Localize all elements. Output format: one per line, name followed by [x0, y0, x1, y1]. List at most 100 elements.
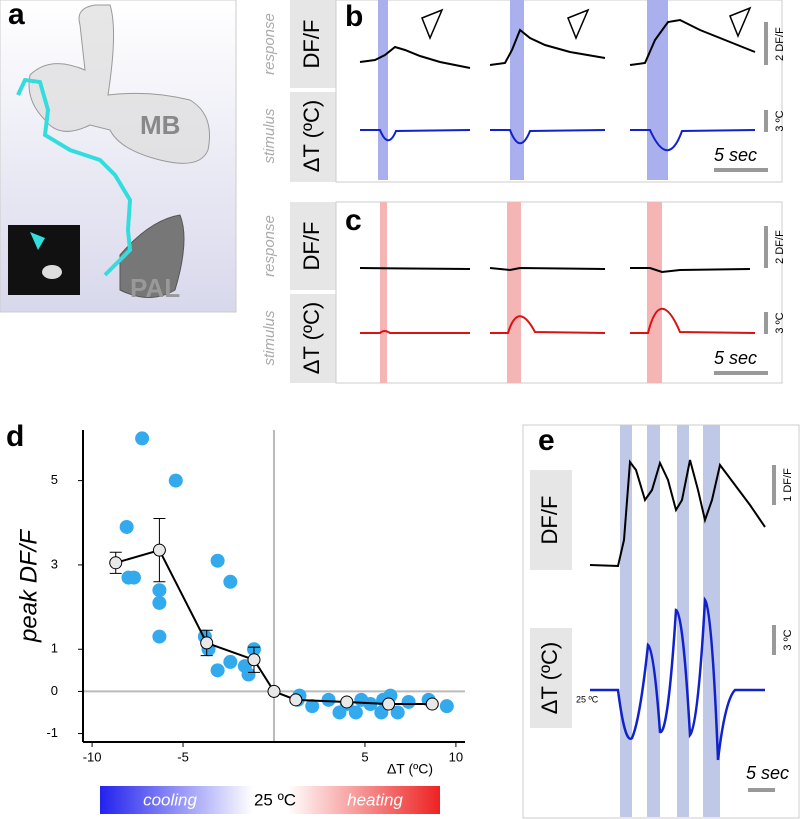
label-box — [530, 628, 572, 728]
mean-point — [247, 653, 261, 667]
panel-label: e — [538, 424, 555, 457]
brain-structure — [28, 4, 210, 164]
stimulus-bar — [620, 425, 632, 817]
mean-point — [109, 556, 123, 570]
panel-frame — [335, 0, 783, 183]
data-point — [168, 473, 183, 488]
y-tick-label: 0 — [51, 683, 58, 698]
response-trace — [359, 18, 756, 69]
scale-label: 2 DF/F — [774, 230, 786, 264]
mean-point — [425, 697, 439, 711]
label-box — [290, 0, 336, 88]
label-box — [530, 470, 572, 570]
response-label: DF/F — [299, 20, 324, 69]
panel-d: d peak DF/F ΔT (ºC) cooling 25 ºC heatin… — [6, 420, 465, 814]
stimulus-trace — [360, 307, 756, 334]
x-tick-label: 5 — [361, 749, 368, 764]
data-point — [152, 583, 167, 598]
y-tick-label: 5 — [51, 472, 58, 487]
data-point — [390, 705, 405, 720]
panel-a: a MB PAL — [0, 0, 237, 313]
stimulus-bar — [507, 202, 521, 383]
panel-label: b — [345, 0, 363, 33]
label-box — [290, 202, 336, 290]
x-tick-label: 10 — [449, 749, 463, 764]
gradient-arrow — [100, 786, 440, 814]
data-point — [126, 570, 141, 585]
mean-point — [340, 695, 354, 709]
data-point — [241, 667, 256, 682]
stimulus-bar — [677, 425, 689, 817]
gradient-label: cooling — [143, 790, 197, 809]
panel-label: a — [8, 0, 25, 31]
x-tick-label: -10 — [83, 749, 102, 764]
panel-e: e DF/F ΔT (ºC) 25 ºC 1 DF/F 3 ºC 5 sec — [522, 424, 800, 819]
stimulus-label: ΔT (ºC) — [299, 302, 324, 374]
mean-point — [267, 684, 281, 698]
arrowhead — [30, 232, 45, 250]
region-label: PAL — [130, 273, 180, 303]
scale-label: 3 ºC — [774, 110, 786, 131]
response-label: DF/F — [537, 496, 562, 545]
panel-frame — [335, 201, 783, 384]
response-trace — [359, 266, 751, 274]
panel-c: c DF/F ΔT (ºC) response stimulus 2 DF/F … — [261, 201, 786, 384]
stimulus-bar — [380, 202, 387, 383]
brain-structure — [119, 214, 185, 298]
data-point — [321, 692, 336, 707]
row-label: response — [261, 13, 278, 75]
cell-body — [42, 265, 62, 279]
y-tick-label: 1 — [51, 641, 58, 656]
neuron-trace — [16, 77, 133, 277]
panel-b: b DF/F ΔT (ºC) response stimulus 2 DF/F … — [261, 0, 786, 183]
data-point — [119, 519, 134, 534]
scale-label: 1 DF/F — [782, 468, 794, 502]
stimulus-bar — [647, 425, 660, 817]
data-point — [223, 654, 238, 669]
panel-frame — [522, 424, 800, 819]
arrowhead — [421, 6, 752, 40]
stimulus-trace — [590, 596, 765, 761]
label-box — [290, 92, 336, 182]
stimulus-bar — [378, 0, 388, 180]
y-axis-label: peak DF/F — [15, 529, 42, 643]
row-label: stimulus — [261, 108, 278, 164]
y-tick-label: 3 — [51, 556, 58, 571]
mean-point — [152, 543, 166, 557]
x-tick-label: -5 — [177, 749, 189, 764]
mean-point — [289, 693, 303, 707]
scale-label: 2 DF/F — [774, 27, 786, 61]
gradient-label: heating — [347, 790, 403, 809]
baseline-label: 25 ºC — [576, 694, 599, 704]
label-box — [290, 294, 336, 383]
y-tick-label: -1 — [46, 725, 58, 740]
inset — [8, 225, 80, 295]
row-label: response — [261, 215, 278, 277]
mean-point — [200, 636, 214, 650]
gradient-label: 25 ºC — [254, 790, 296, 809]
mean-point — [382, 697, 396, 711]
scale-label: 3 ºC — [774, 312, 786, 333]
data-point — [348, 705, 363, 720]
scale-label: 5 sec — [746, 763, 789, 783]
data-point — [305, 699, 320, 714]
stimulus-label: ΔT (ºC) — [537, 642, 562, 714]
x-axis-label: ΔT (ºC) — [387, 761, 433, 777]
panel-label: c — [345, 204, 362, 237]
response-label: DF/F — [299, 222, 324, 271]
data-point — [401, 694, 416, 709]
region-label: MB — [140, 110, 180, 140]
data-point — [152, 629, 167, 644]
response-trace — [589, 459, 766, 568]
scale-label: 5 sec — [714, 145, 757, 165]
stimulus-trace — [360, 129, 756, 152]
data-point — [152, 595, 167, 610]
stimulus-bar — [510, 0, 524, 180]
stimulus-label: ΔT (ºC) — [299, 100, 324, 172]
data-point — [135, 431, 150, 446]
data-point — [223, 574, 238, 589]
row-label: stimulus — [261, 310, 278, 366]
data-point — [332, 705, 347, 720]
stimulus-bar — [647, 202, 662, 383]
